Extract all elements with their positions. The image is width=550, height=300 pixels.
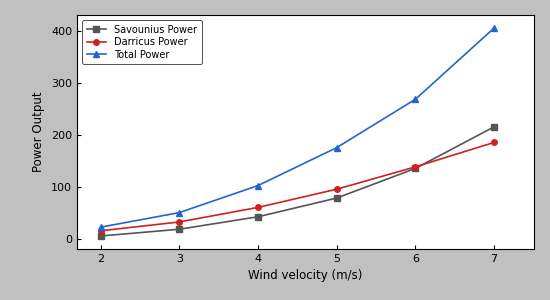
Savounius Power	[255, 215, 261, 219]
Darricus Power	[255, 206, 261, 209]
X-axis label: Wind velocity (m/s): Wind velocity (m/s)	[248, 269, 362, 282]
Line: Savounius Power: Savounius Power	[98, 124, 497, 239]
Total Power	[97, 225, 104, 229]
Line: Darricus Power: Darricus Power	[98, 140, 497, 234]
Savounius Power	[97, 234, 104, 238]
Total Power	[412, 98, 419, 101]
Darricus Power	[333, 188, 340, 191]
Legend: Savounius Power, Darricus Power, Total Power: Savounius Power, Darricus Power, Total P…	[82, 20, 202, 64]
Y-axis label: Power Output: Power Output	[32, 92, 46, 172]
Total Power	[255, 184, 261, 188]
Darricus Power	[97, 229, 104, 232]
Darricus Power	[412, 165, 419, 169]
Savounius Power	[491, 125, 497, 129]
Total Power	[491, 26, 497, 30]
Darricus Power	[176, 220, 183, 224]
Darricus Power	[491, 141, 497, 144]
Total Power	[333, 146, 340, 149]
Line: Total Power: Total Power	[97, 25, 498, 231]
Total Power	[176, 211, 183, 214]
Savounius Power	[333, 196, 340, 200]
Savounius Power	[412, 167, 419, 170]
Savounius Power	[176, 227, 183, 231]
